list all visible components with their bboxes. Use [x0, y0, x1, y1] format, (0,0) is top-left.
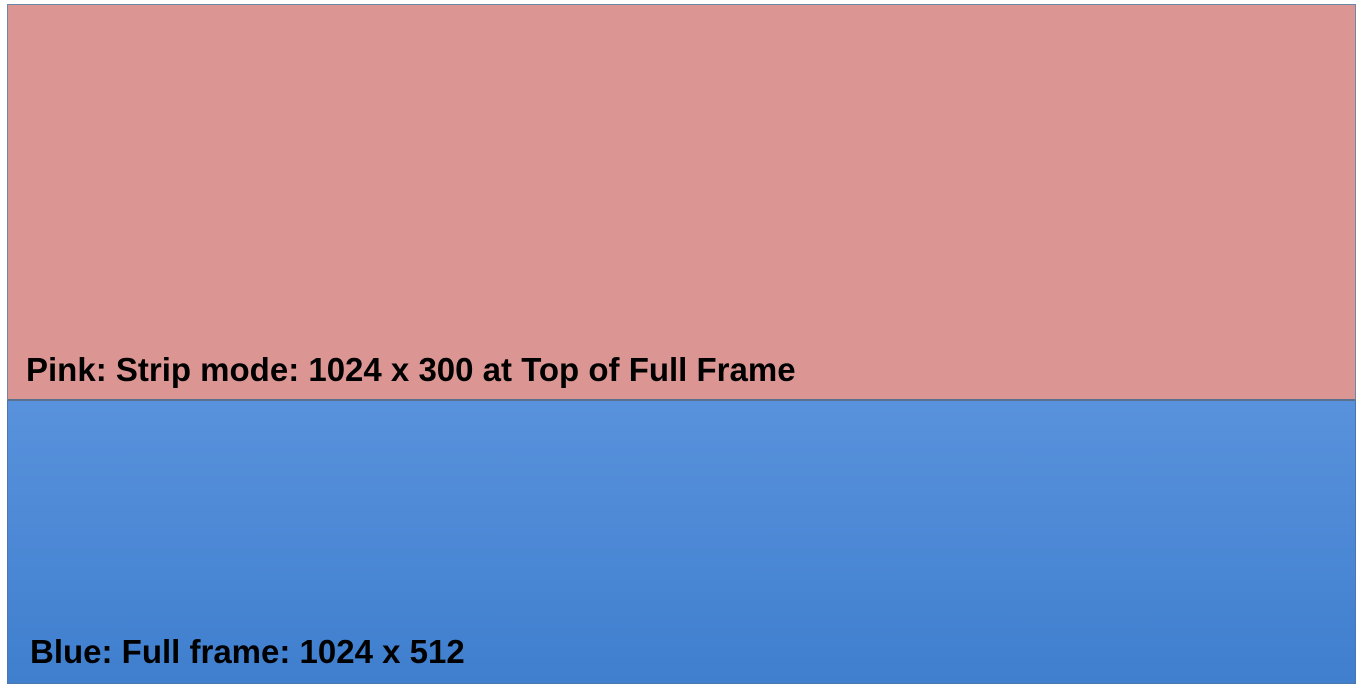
strip-region	[7, 4, 1356, 401]
strip-label: Pink: Strip mode: 1024 x 300 at Top of F…	[26, 351, 796, 388]
full-frame-label: Blue: Full frame: 1024 x 512	[30, 633, 465, 670]
